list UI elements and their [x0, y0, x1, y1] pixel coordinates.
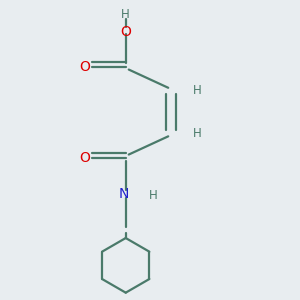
Text: O: O [79, 59, 90, 74]
Text: O: O [79, 151, 90, 165]
Text: H: H [121, 8, 130, 21]
Text: H: H [193, 127, 201, 140]
Text: N: N [119, 187, 129, 201]
Text: H: H [193, 84, 201, 97]
Text: H: H [149, 189, 158, 202]
Text: O: O [120, 25, 131, 39]
